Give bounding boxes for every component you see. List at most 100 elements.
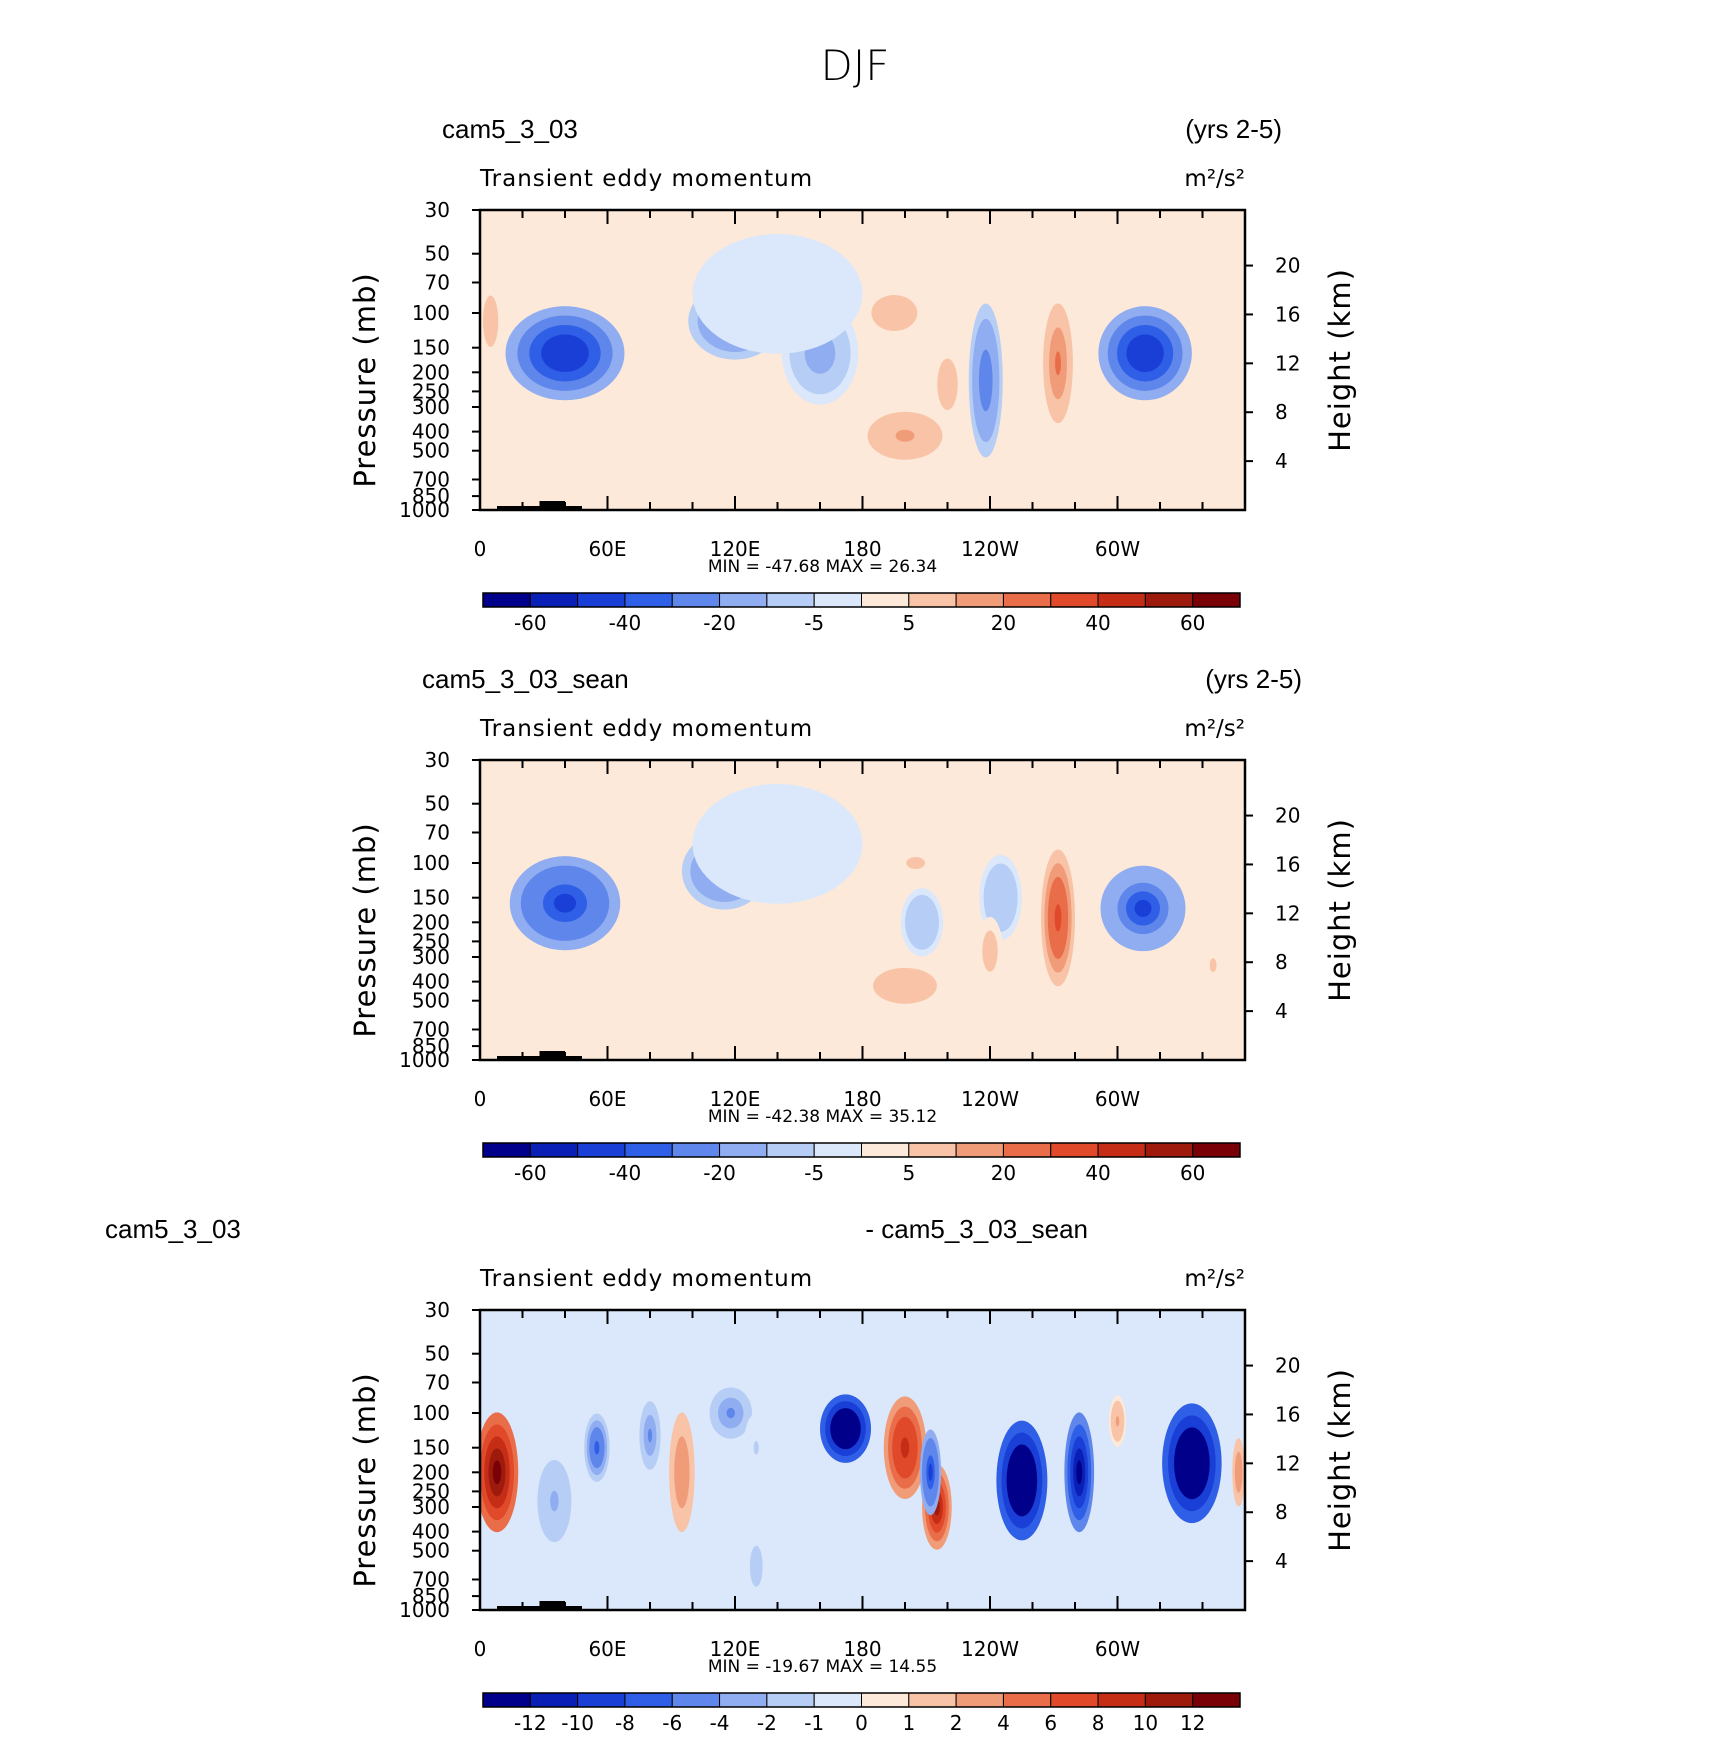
colorbar-swatch [1002,1692,1052,1708]
height-tick-label: 12 [1275,901,1300,925]
height-tick-label: 8 [1275,950,1288,974]
colorbar-label: -40 [609,611,642,635]
pressure-tick-label: 70 [425,1370,450,1394]
x-tick-label: 0 [474,1087,487,1111]
contour-level [647,1428,653,1443]
panel-left-title: cam5_3_03 [105,1214,241,1244]
colorbar-swatch [482,592,531,608]
colorbar-label: -5 [804,611,824,635]
colorbar-swatch [1050,592,1099,608]
pressure-tick-label: 700 [412,1567,450,1591]
pressure-tick-label: 700 [412,467,450,491]
field-label: Transient eddy momentum [479,166,813,192]
y-axis-label-right: Height (km) [1323,1368,1357,1552]
height-tick-label: 4 [1275,449,1288,473]
main-title: DJF [821,41,890,90]
pressure-tick-label: 850 [412,1584,450,1608]
contour-level [1115,1416,1120,1427]
colorbar-frame [482,1692,1241,1708]
contour-level [690,462,695,471]
colorbar-label: 2 [950,1711,963,1735]
x-tick-label: 60W [1095,1637,1140,1661]
colorbar-swatch [908,1692,957,1708]
contour-level [894,979,916,992]
panel-3: cam5_3_03 - cam5_3_03_sean Transient eddy … [105,1214,1357,1735]
colorbar-label: -60 [514,1161,547,1185]
colorbar-swatch [671,1142,721,1158]
height-tick-label: 12 [1275,351,1300,375]
x-tick-label: 60E [588,1637,626,1661]
contour-level [917,915,927,930]
colorbar-swatch [1097,1692,1146,1708]
x-tick-label: 60E [588,537,626,561]
pressure-tick-label: 400 [412,970,450,994]
colorbar-swatch [482,1692,531,1708]
colorbar-swatch [861,1692,910,1708]
contour-level [1054,904,1062,932]
contour-field [480,1310,1245,1610]
contour-level [886,307,903,319]
contour-level [594,1440,600,1455]
contour-field [480,210,1245,510]
colorbar-label: 4 [997,1711,1010,1735]
colorbar-label: 0 [855,1711,868,1735]
colorbar-swatch [908,592,957,608]
x-tick-label: 120E [710,1637,761,1661]
colorbar-label: 10 [1133,1711,1158,1735]
topography [539,1051,565,1060]
pressure-tick-label: 300 [412,945,450,969]
units-label: m²/s² [1184,716,1245,742]
x-tick-label: 60W [1095,1087,1140,1111]
colorbar-swatch [955,1142,1004,1158]
pressure-tick-label: 30 [425,1298,450,1322]
x-tick-label: 120W [961,537,1019,561]
pressure-tick-label: 500 [412,439,450,463]
height-tick-label: 16 [1275,302,1300,326]
contour-level [1237,1465,1240,1480]
contour-level [895,429,915,442]
pressure-tick-label: 250 [412,929,450,953]
colorbar-swatch [1192,1692,1241,1708]
pressure-tick-label: 250 [412,1479,450,1503]
height-tick-label: 20 [1275,1354,1300,1378]
contour-level [987,944,993,958]
x-tick-label: 60E [588,1087,626,1111]
colorbar-swatch [577,1142,626,1158]
contour-level [1185,1451,1198,1476]
contour-level [900,1437,910,1458]
height-tick-label: 4 [1275,999,1288,1023]
colorbar-label: -40 [609,1161,642,1185]
contour-level [760,281,795,306]
colorbar-swatch [1002,592,1052,608]
pressure-tick-label: 50 [425,792,450,816]
height-tick-label: 12 [1275,1451,1300,1475]
contour-level [812,342,828,364]
colorbar-label: 8 [1092,1711,1105,1735]
colorbar-swatch [577,1692,626,1708]
contour-level [944,375,951,393]
pressure-tick-label: 1000 [399,1598,450,1622]
x-tick-label: 180 [843,537,881,561]
colorbar-swatch [482,1142,531,1158]
height-tick-label: 16 [1275,852,1300,876]
pressure-tick-label: 850 [412,1034,450,1058]
colorbar-swatch [908,1142,957,1158]
colorbar-label: 1 [902,1711,915,1735]
colorbar-label: -20 [703,611,736,635]
x-tick-label: 180 [843,1637,881,1661]
colorbar-label: -20 [703,1161,736,1185]
pressure-tick-label: 850 [412,484,450,508]
y-axis-label-right: Height (km) [1323,818,1357,1002]
pressure-tick-label: 200 [412,910,450,934]
y-axis-label-left: Pressure (mb) [348,822,382,1037]
colorbar-swatch [529,592,579,608]
colorbar-label: 6 [1044,1711,1057,1735]
contour-level [1209,958,1217,972]
contour-level [492,1460,502,1485]
contour-level [906,857,925,869]
x-tick-label: 180 [843,1087,881,1111]
x-tick-label: 120W [961,1087,1019,1111]
pressure-tick-label: 30 [425,748,450,772]
panel-right-title: (yrs 2-5) [1205,664,1302,694]
